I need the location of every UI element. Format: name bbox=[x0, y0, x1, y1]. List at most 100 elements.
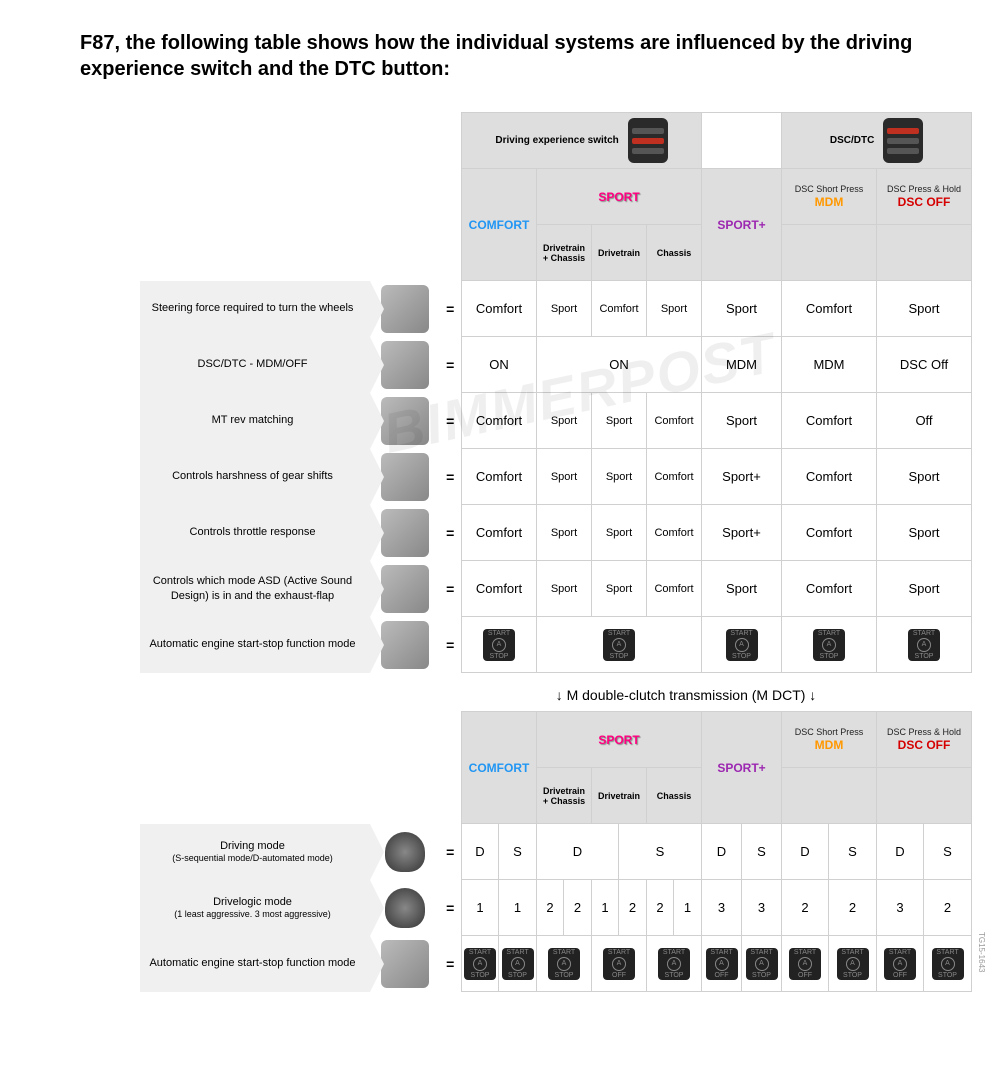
table-cell: Comfort bbox=[462, 505, 537, 561]
start-stop-icon: START A STOP bbox=[746, 948, 778, 980]
table-cell: Sport bbox=[592, 449, 647, 505]
table-cell: Sport bbox=[592, 505, 647, 561]
table-cell: START A OFF bbox=[782, 936, 829, 992]
start-stop-icon: START A STOP bbox=[548, 948, 580, 980]
table-cell: Sport+ bbox=[702, 505, 782, 561]
table-cell: 2 bbox=[537, 880, 564, 936]
table-cell: 1 bbox=[462, 880, 499, 936]
table-cell: D bbox=[702, 824, 742, 880]
equals-sign: = bbox=[440, 505, 462, 561]
equals-sign: = bbox=[440, 337, 462, 393]
table-cell: ON bbox=[462, 337, 537, 393]
dsc-switch-icon bbox=[883, 118, 923, 163]
equals-sign: = bbox=[440, 281, 462, 337]
table-cell: Comfort bbox=[782, 281, 877, 337]
row-label: Automatic engine start-stop function mod… bbox=[140, 617, 370, 673]
start-stop-icon: START A OFF bbox=[603, 948, 635, 980]
table-cell: START A STOP bbox=[782, 617, 877, 673]
row-icon bbox=[381, 940, 429, 988]
start-stop-icon: START A STOP bbox=[502, 948, 534, 980]
table-cell: D bbox=[782, 824, 829, 880]
table-cell: START A STOP bbox=[742, 936, 782, 992]
hdr-comfort: COMFORT bbox=[462, 169, 537, 281]
row-icon bbox=[381, 453, 429, 501]
table-cell: S bbox=[499, 824, 537, 880]
table-cell: 1 bbox=[592, 880, 619, 936]
table-cell: 1 bbox=[674, 880, 702, 936]
table-cell: Sport bbox=[877, 281, 972, 337]
table-cell: Comfort bbox=[782, 505, 877, 561]
table-cell: Sport bbox=[537, 281, 592, 337]
table-cell: 2 bbox=[564, 880, 592, 936]
row-icon bbox=[381, 341, 429, 389]
table-cell: Sport bbox=[592, 393, 647, 449]
table-cell: Comfort bbox=[462, 449, 537, 505]
table-cell: Comfort bbox=[647, 505, 702, 561]
table-cell: D bbox=[462, 824, 499, 880]
table-cell: START A STOP bbox=[462, 936, 499, 992]
table-cell: Sport+ bbox=[702, 449, 782, 505]
table-cell: S bbox=[619, 824, 702, 880]
table-cell: START A OFF bbox=[592, 936, 647, 992]
driving-switch-icon bbox=[628, 118, 668, 163]
table-cell: 2 bbox=[829, 880, 877, 936]
table-cell: Sport bbox=[877, 505, 972, 561]
table-cell: D bbox=[537, 824, 619, 880]
hdr-mdm: MDM bbox=[815, 195, 844, 209]
start-stop-icon: START A STOP bbox=[464, 948, 496, 980]
row-label: Controls which mode ASD (Active Sound De… bbox=[140, 561, 370, 617]
table-cell: START A STOP bbox=[499, 936, 537, 992]
table-cell: 2 bbox=[619, 880, 647, 936]
table-cell: S bbox=[924, 824, 972, 880]
table-cell: Sport bbox=[537, 561, 592, 617]
hdr-sub-drivetrain: Drivetrain bbox=[592, 225, 647, 281]
table-cell: Sport bbox=[537, 449, 592, 505]
table-cell: 2 bbox=[782, 880, 829, 936]
equals-sign: = bbox=[440, 617, 462, 673]
table-cell: 1 bbox=[499, 880, 537, 936]
start-stop-icon: START A OFF bbox=[789, 948, 821, 980]
table-cell: Comfort bbox=[647, 561, 702, 617]
table-cell: Sport bbox=[537, 505, 592, 561]
table-cell: START A STOP bbox=[877, 617, 972, 673]
table-cell: MDM bbox=[702, 337, 782, 393]
table-cell: Comfort bbox=[782, 393, 877, 449]
hdr-driving-exp: Driving experience switch bbox=[462, 113, 702, 169]
table-cell: Comfort bbox=[462, 561, 537, 617]
start-stop-icon: START A OFF bbox=[706, 948, 738, 980]
row-label: MT rev matching bbox=[140, 393, 370, 449]
equals-sign: = bbox=[440, 880, 462, 936]
table-cell: START A STOP bbox=[537, 936, 592, 992]
table-main: Driving experience switch DSC/DTC COMFOR… bbox=[140, 112, 973, 673]
row-icon bbox=[385, 888, 425, 928]
row-label: DSC/DTC - MDM/OFF bbox=[140, 337, 370, 393]
table-cell: 2 bbox=[647, 880, 674, 936]
table-cell: Comfort bbox=[647, 449, 702, 505]
row-label: Drivelogic mode(1 least aggressive. 3 mo… bbox=[140, 880, 370, 936]
row-label: Steering force required to turn the whee… bbox=[140, 281, 370, 337]
equals-sign: = bbox=[440, 449, 462, 505]
table-cell: Sport bbox=[702, 281, 782, 337]
equals-sign: = bbox=[440, 393, 462, 449]
hdr-dsc-dtc: DSC/DTC bbox=[782, 113, 972, 169]
table-cell: ON bbox=[537, 337, 702, 393]
row-icon bbox=[381, 509, 429, 557]
start-stop-icon: START A STOP bbox=[726, 629, 758, 661]
start-stop-icon: START A STOP bbox=[658, 948, 690, 980]
table-cell: 3 bbox=[742, 880, 782, 936]
table-cell: 2 bbox=[924, 880, 972, 936]
table-cell: START A OFF bbox=[702, 936, 742, 992]
equals-sign: = bbox=[440, 824, 462, 880]
table-cell: START A STOP bbox=[924, 936, 972, 992]
table-cell: Comfort bbox=[782, 561, 877, 617]
table-cell: START A STOP bbox=[537, 617, 702, 673]
table-cell: S bbox=[742, 824, 782, 880]
start-stop-icon: START A STOP bbox=[908, 629, 940, 661]
table-cell: MDM bbox=[782, 337, 877, 393]
hdr-dscoff: DSC OFF bbox=[898, 195, 951, 209]
row-icon bbox=[381, 565, 429, 613]
row-icon bbox=[385, 832, 425, 872]
table-cell: 3 bbox=[702, 880, 742, 936]
table-cell: Sport bbox=[877, 561, 972, 617]
table-cell: DSC Off bbox=[877, 337, 972, 393]
